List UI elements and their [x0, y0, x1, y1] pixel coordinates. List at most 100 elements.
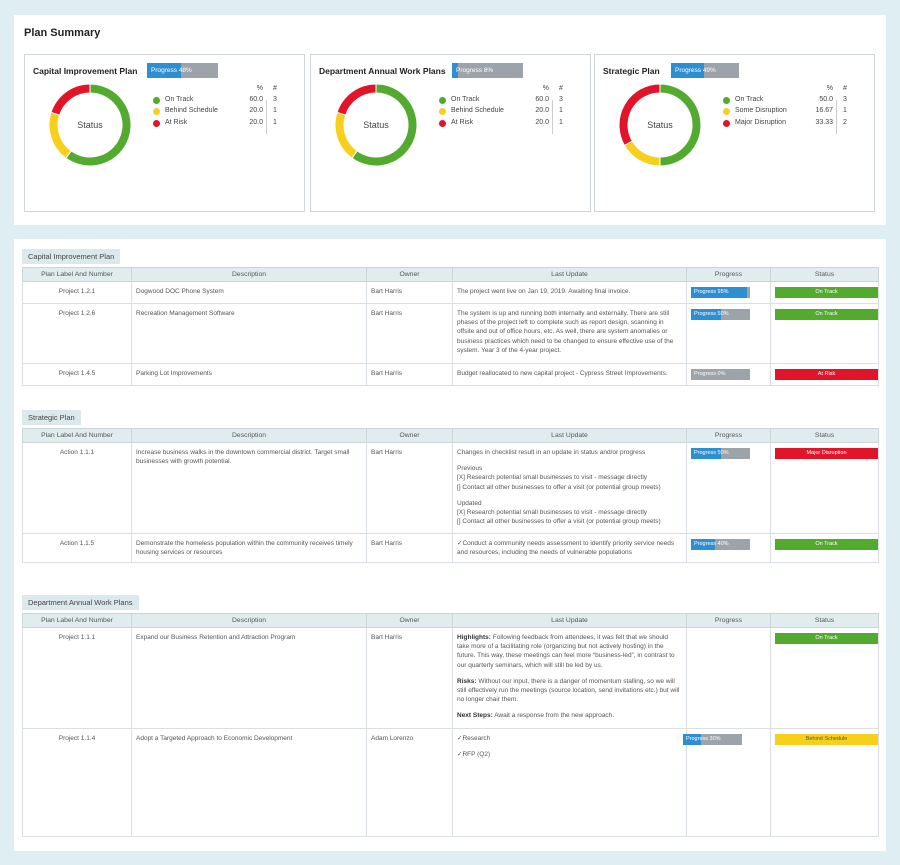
update-paragraph: Updated [X] Research potential small busi…: [457, 499, 661, 526]
count-header: #: [843, 85, 847, 92]
status-donut-chart: Status: [618, 83, 702, 167]
donut-slice-at-risk[interactable]: [336, 83, 377, 116]
legend-item[interactable]: On Track 60.0 3: [439, 95, 569, 106]
last-update-cell: ✓Conduct a community needs assessment to…: [452, 532, 687, 564]
donut-slice-at-risk[interactable]: [50, 83, 91, 116]
status-cell: On Track: [770, 303, 879, 364]
column-header[interactable]: Owner: [366, 267, 453, 282]
status-donut-chart: Status: [48, 83, 132, 167]
donut-slice-behind-schedule[interactable]: [334, 111, 358, 159]
donut-slice-behind-schedule[interactable]: [48, 111, 72, 159]
plan-card[interactable]: Strategic Plan Progress 49% Status% # On Tra…: [594, 54, 875, 212]
update-paragraph: Risks: Without our input, there is a dan…: [457, 677, 680, 704]
pct-header: %: [256, 85, 263, 92]
legend-divider: [266, 100, 267, 134]
legend-item[interactable]: At Risk 20.0 1: [439, 118, 569, 129]
legend-item[interactable]: Some Disruption 16.67 1: [723, 106, 853, 117]
legend-label: At Risk: [165, 118, 188, 126]
plan-table: Plan Label And Number Description Owner Las…: [22, 267, 879, 386]
legend-item[interactable]: At Risk 20.0 1: [153, 118, 283, 129]
last-update-cell: ✓Research ✓RFP (Q2): [452, 728, 687, 837]
column-header[interactable]: Last Update: [452, 267, 687, 282]
legend-label: On Track: [735, 96, 764, 104]
progress-bar: Progress 8%: [452, 63, 523, 78]
legend-header: % #: [723, 84, 853, 95]
legend-pct: 50.0: [819, 96, 833, 104]
legend-count: 1: [273, 107, 277, 115]
legend-item[interactable]: Behind Schedule 20.0 1: [153, 106, 283, 117]
column-header[interactable]: Plan Label And Number: [22, 613, 132, 628]
column-header[interactable]: Last Update: [452, 613, 687, 628]
progress-bar: Progress 50%: [691, 309, 750, 320]
description-cell: Dogwood DOC Phone System: [131, 281, 367, 304]
page-title: Plan Summary: [24, 27, 101, 39]
legend-pct: 16.67: [815, 107, 833, 115]
column-header[interactable]: Plan Label And Number: [22, 267, 132, 282]
update-paragraph: Budget reallocated to new capital projec…: [457, 370, 668, 377]
legend-divider: [836, 100, 837, 134]
column-header[interactable]: Description: [131, 613, 367, 628]
column-header[interactable]: Description: [131, 428, 367, 443]
donut-center-label: Status: [647, 120, 673, 130]
table-row[interactable]: Project 1.2.1 Dogwood DOC Phone System Bar…: [22, 281, 879, 304]
legend-item[interactable]: On Track 60.0 3: [153, 95, 283, 106]
update-paragraph: ✓Conduct a community needs assessment to…: [457, 540, 675, 557]
status-dot-icon: [153, 97, 160, 105]
table-row[interactable]: Project 1.4.5 Parking Lot Improvements Bar…: [22, 363, 879, 386]
column-header[interactable]: Status: [770, 613, 879, 628]
legend-count: 3: [273, 96, 277, 104]
plan-card[interactable]: Department Annual Work Plans Progress 8% S…: [310, 54, 591, 212]
column-header[interactable]: Owner: [366, 428, 453, 443]
donut-svg: Status: [48, 83, 132, 167]
section-tag[interactable]: Capital Improvement Plan: [22, 249, 121, 264]
owner-cell: Bart Harris: [366, 532, 453, 564]
section-tag[interactable]: Department Annual Work Plans: [22, 595, 139, 610]
progress-fill: [691, 287, 748, 298]
progress-fill: [691, 309, 721, 320]
column-header[interactable]: Description: [131, 267, 367, 282]
progress-fill: [452, 63, 458, 78]
plan-label-cell: Action 1.1.5: [22, 532, 132, 564]
progress-bar: Progress 49%: [671, 63, 739, 78]
legend-divider: [552, 100, 553, 134]
legend-pct: 20.0: [535, 107, 549, 115]
progress-label: Progress 50%: [694, 311, 729, 317]
donut-slice-major-disruption[interactable]: [618, 83, 661, 147]
column-header[interactable]: Owner: [366, 613, 453, 628]
status-badge: On Track: [775, 309, 878, 320]
plan-table: Plan Label And Number Description Owner Las…: [22, 613, 879, 837]
last-update-cell: Changes in checklist result in an update…: [452, 442, 687, 534]
status-dot-icon: [153, 119, 160, 127]
status-dot-icon: [439, 97, 446, 105]
column-header[interactable]: Status: [770, 267, 879, 282]
description-cell: Recreation Management Software: [131, 303, 367, 364]
description-cell: Parking Lot Improvements: [131, 363, 367, 386]
table-row[interactable]: Action 1.1.5 Demonstrate the homeless pop…: [22, 532, 879, 564]
table-row[interactable]: Action 1.1.1 Increase business walks in t…: [22, 442, 879, 534]
legend-label: On Track: [165, 96, 194, 104]
status-donut-chart: Status: [334, 83, 418, 167]
column-header[interactable]: Status: [770, 428, 879, 443]
table-row[interactable]: Project 1.1.1 Expand our Business Retenti…: [22, 627, 879, 729]
column-header[interactable]: Last Update: [452, 428, 687, 443]
legend-item[interactable]: Behind Schedule 20.0 1: [439, 106, 569, 117]
section-tag[interactable]: Strategic Plan: [22, 410, 81, 425]
progress-fill: [147, 63, 182, 78]
column-header[interactable]: Progress: [686, 428, 771, 443]
legend-count: 1: [559, 118, 563, 126]
legend-item[interactable]: On Track 50.0 3: [723, 95, 853, 106]
table-row[interactable]: Project 1.1.4 Adopt a Targeted Approach t…: [22, 728, 879, 837]
owner-cell: Bart Harris: [366, 627, 453, 729]
owner-cell: Bart Harris: [366, 281, 453, 304]
column-header[interactable]: Plan Label And Number: [22, 428, 132, 443]
update-paragraph: Next Steps: Await a response from the ne…: [457, 712, 615, 720]
legend-item[interactable]: Major Disruption 33.33 2: [723, 118, 853, 129]
plan-card[interactable]: Capital Improvement Plan Progress 48% Stat…: [24, 54, 305, 212]
plan-table: Plan Label And Number Description Owner Las…: [22, 428, 879, 564]
donut-slice-some-disruption[interactable]: [623, 140, 661, 167]
table-row[interactable]: Project 1.2.6 Recreation Management Softw…: [22, 303, 879, 364]
column-header[interactable]: Progress: [686, 267, 771, 282]
plan-label-cell: Project 1.1.1: [22, 627, 132, 729]
column-header[interactable]: Progress: [686, 613, 771, 628]
legend-label: At Risk: [451, 118, 474, 126]
